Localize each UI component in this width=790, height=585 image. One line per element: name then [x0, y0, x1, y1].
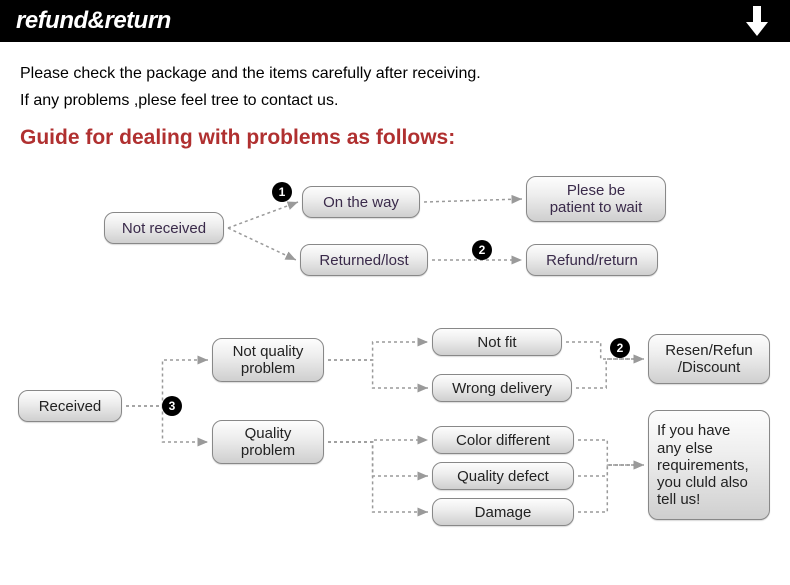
node-returned-lost: Returned/lost — [300, 244, 428, 276]
node-patient-wait: Plese bepatient to wait — [526, 176, 666, 222]
node-else-req: If you haveany elserequirements,you clul… — [648, 410, 770, 520]
node-quality-defect: Quality defect — [432, 462, 574, 490]
node-refund-return: Refund/return — [526, 244, 658, 276]
intro-block: Please check the package and the items c… — [0, 42, 790, 120]
node-not-fit: Not fit — [432, 328, 562, 356]
intro-line-1: Please check the package and the items c… — [20, 60, 770, 87]
node-color-diff: Color different — [432, 426, 574, 454]
intro-line-2: If any problems ,plese feel tree to cont… — [20, 87, 770, 114]
badge-2: 2 — [610, 338, 630, 358]
flowchart-canvas: Not received On the way Plese bepatient to… — [0, 162, 790, 582]
node-not-received: Not received — [104, 212, 224, 244]
guide-title: Guide for dealing with problems as follo… — [0, 120, 790, 162]
node-damage: Damage — [432, 498, 574, 526]
node-quality: Qualityproblem — [212, 420, 324, 464]
node-resen: Resen/Refun/Discount — [648, 334, 770, 384]
node-received: Received — [18, 390, 122, 422]
node-not-quality: Not qualityproblem — [212, 338, 324, 382]
badge-2: 2 — [472, 240, 492, 260]
down-arrow-icon — [740, 4, 774, 38]
node-wrong-delivery: Wrong delivery — [432, 374, 572, 402]
node-on-the-way: On the way — [302, 186, 420, 218]
header-bar: refund&return — [0, 0, 790, 42]
badge-1: 1 — [272, 182, 292, 202]
badge-3: 3 — [162, 396, 182, 416]
header-title: refund&return — [16, 7, 171, 35]
